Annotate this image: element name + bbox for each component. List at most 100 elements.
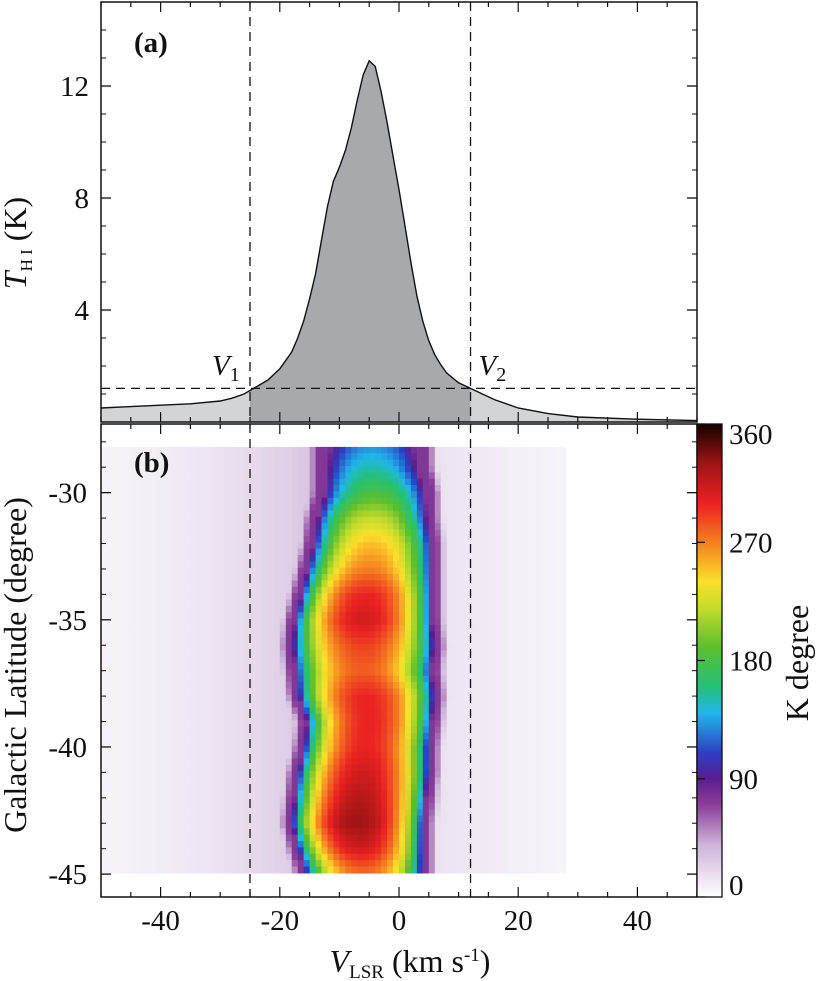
heatmap-cell — [333, 599, 340, 607]
heatmap-cell — [506, 701, 513, 709]
heatmap-cell — [208, 478, 215, 486]
heatmap-cell — [208, 777, 215, 785]
heatmap-cell — [279, 809, 287, 817]
heatmap-cell — [279, 548, 287, 556]
heatmap-cell — [506, 491, 513, 499]
heatmap-cell — [399, 790, 406, 798]
heatmap-cell — [166, 834, 174, 842]
heatmap-cell — [470, 478, 478, 486]
heatmap-cell — [291, 726, 299, 734]
heatmap-cell — [464, 466, 472, 473]
heatmap-cell — [464, 586, 472, 594]
heatmap-cell — [464, 523, 472, 531]
heatmap-cell — [196, 644, 203, 651]
heatmap-cell — [440, 694, 448, 702]
heatmap-cell — [357, 453, 364, 461]
heatmap-cell — [476, 580, 484, 588]
heatmap-cell — [130, 523, 138, 531]
heatmap-cell — [250, 752, 257, 759]
heatmap-cell — [524, 555, 531, 562]
heatmap-cell — [542, 688, 549, 696]
heatmap-cell — [470, 764, 478, 772]
heatmap-cell — [452, 472, 460, 480]
y-axis-label-temperature: TH I (K) — [0, 197, 36, 289]
heatmap-cell — [107, 758, 114, 766]
heatmap-cell — [494, 497, 501, 505]
heatmap-cell — [488, 523, 495, 531]
heatmap-cell — [470, 656, 478, 664]
heatmap-cell — [548, 574, 555, 581]
heatmap-cell — [321, 631, 329, 639]
heatmap-cell — [130, 745, 138, 753]
heatmap-cell — [530, 675, 537, 683]
heatmap-cell — [267, 535, 275, 543]
heatmap-cell — [363, 567, 370, 575]
heatmap-cell — [559, 478, 567, 486]
heatmap-cell — [190, 739, 197, 747]
heatmap-cell — [399, 586, 406, 594]
heatmap-cell — [530, 599, 537, 607]
heatmap-cell — [357, 478, 364, 486]
heatmap-cell — [273, 783, 281, 791]
heatmap-cell — [261, 618, 269, 626]
heatmap-cell — [488, 624, 495, 632]
heatmap-cell — [399, 752, 406, 759]
heatmap-cell — [172, 688, 180, 696]
heatmap-cell — [327, 574, 335, 581]
heatmap-cell — [297, 516, 305, 524]
heatmap-cell — [190, 612, 197, 620]
heatmap-cell — [434, 733, 442, 740]
heatmap-cell — [160, 459, 168, 467]
heatmap-cell — [279, 466, 287, 473]
heatmap-cell — [303, 796, 311, 804]
heatmap-cell — [410, 675, 418, 683]
heatmap-cell — [136, 682, 144, 690]
heatmap-cell — [452, 529, 460, 537]
heatmap-cell — [405, 752, 412, 759]
heatmap-cell — [196, 783, 203, 791]
heatmap-cell — [524, 656, 531, 664]
heatmap-cell — [458, 663, 466, 670]
heatmap-cell — [184, 694, 191, 702]
heatmap-cell — [524, 478, 531, 486]
heatmap-cell — [470, 466, 478, 473]
heatmap-cell — [118, 453, 126, 461]
heatmap-cell — [422, 459, 430, 467]
heatmap-cell — [548, 777, 555, 785]
heatmap-cell — [118, 472, 126, 480]
heatmap-cell — [554, 663, 561, 670]
heatmap-cell — [428, 834, 436, 842]
heatmap-cell — [369, 726, 376, 734]
heatmap-cell — [160, 644, 168, 651]
heatmap-cell — [482, 510, 489, 518]
heatmap-cell — [190, 815, 197, 823]
heatmap-cell — [154, 567, 162, 575]
heatmap-cell — [434, 567, 442, 575]
heatmap-cell — [142, 535, 150, 543]
heatmap-cell — [416, 745, 424, 753]
heatmap-cell — [339, 771, 346, 779]
heatmap-cell — [446, 777, 454, 785]
heatmap-cell — [464, 656, 472, 664]
heatmap-cell — [244, 733, 251, 740]
heatmap-cell — [357, 758, 364, 766]
heatmap-cell — [440, 815, 448, 823]
heatmap-cell — [339, 802, 346, 810]
heatmap-cell — [166, 523, 174, 531]
heatmap-cell — [309, 466, 317, 473]
heatmap-cell — [440, 764, 448, 772]
heatmap-cell — [303, 758, 311, 766]
heatmap-cell — [184, 828, 191, 836]
heatmap-cell — [309, 535, 317, 543]
heatmap-cell — [232, 688, 239, 696]
heatmap-cell — [416, 504, 424, 512]
heatmap-cell — [160, 669, 168, 677]
heatmap-cell — [482, 599, 489, 607]
heatmap-cell — [339, 656, 346, 664]
heatmap-cell — [452, 612, 460, 620]
heatmap-cell — [399, 612, 406, 620]
heatmap-cell — [476, 809, 484, 817]
heatmap-cell — [261, 523, 269, 531]
heatmap-cell — [130, 777, 138, 785]
heatmap-cell — [279, 834, 287, 842]
